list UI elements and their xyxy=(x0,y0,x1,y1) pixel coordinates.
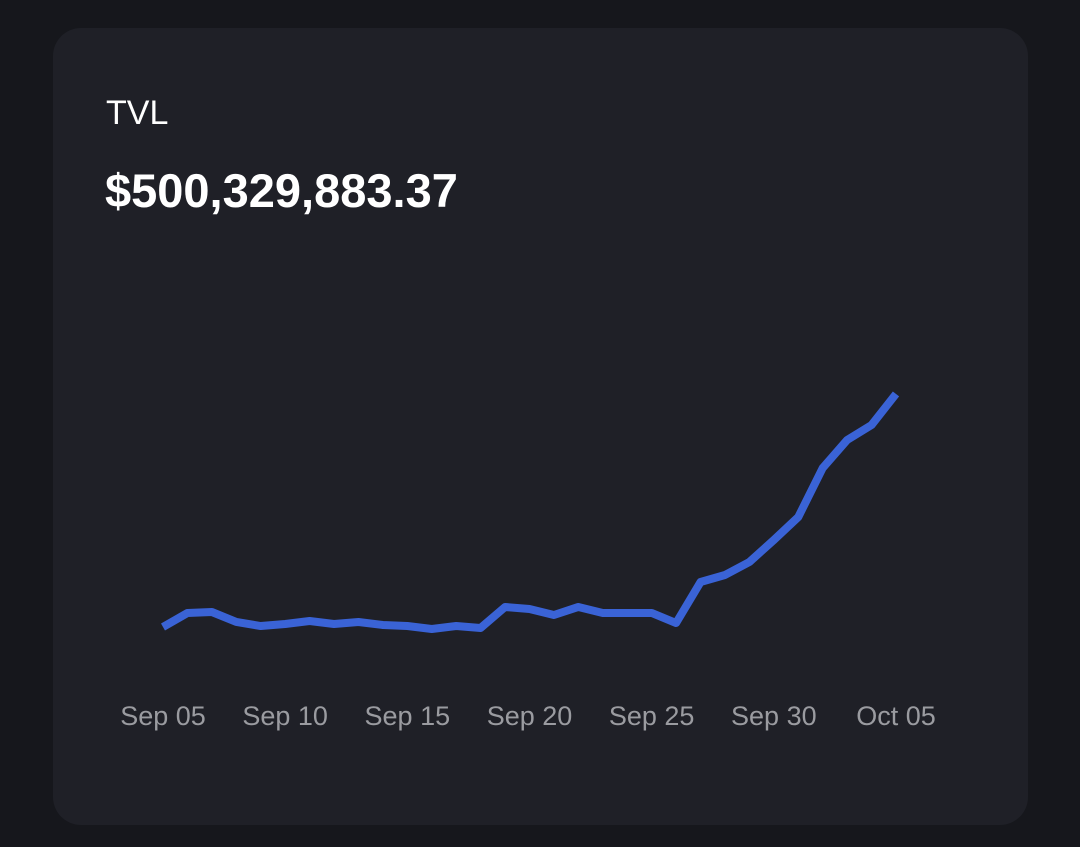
x-tick-label: Sep 15 xyxy=(365,701,451,731)
line xyxy=(161,391,900,634)
x-tick-label: Sep 25 xyxy=(609,701,695,731)
x-tick-label: Sep 20 xyxy=(487,701,573,731)
x-tick-label: Sep 05 xyxy=(120,701,206,731)
tvl-value: $500,329,883.37 xyxy=(105,164,458,217)
x-tick-label: Oct 05 xyxy=(856,701,936,731)
x-tick-label: Sep 10 xyxy=(242,701,328,731)
chart-title: TVL xyxy=(106,94,168,132)
x-tick-label: Sep 30 xyxy=(731,701,817,731)
